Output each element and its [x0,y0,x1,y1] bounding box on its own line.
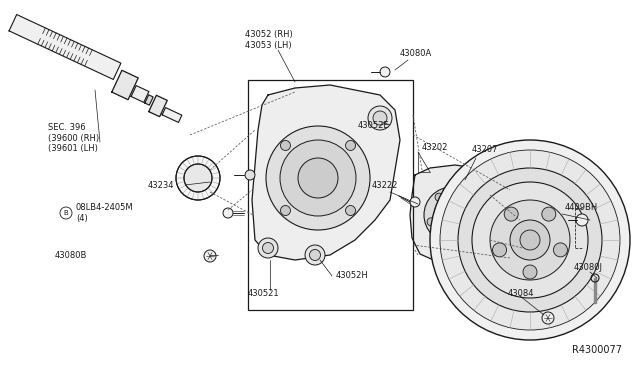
Text: 43052 (RH)
43053 (LH): 43052 (RH) 43053 (LH) [245,30,292,50]
Polygon shape [162,108,182,122]
Text: R4300077: R4300077 [572,345,622,355]
Circle shape [298,158,338,198]
Circle shape [223,208,233,218]
Bar [248,80,413,310]
Circle shape [472,182,588,298]
Text: 43202: 43202 [422,144,449,153]
Circle shape [280,141,291,150]
Circle shape [245,170,255,180]
Circle shape [262,243,273,253]
Text: 43052H: 43052H [336,272,369,280]
Circle shape [410,197,420,207]
Text: 43080A: 43080A [400,49,432,58]
Circle shape [434,197,470,233]
Polygon shape [145,95,153,105]
Text: B: B [63,210,68,216]
Text: 43080B: 43080B [55,250,88,260]
Circle shape [258,238,278,258]
Text: 08LB4-2405M
(4): 08LB4-2405M (4) [76,203,134,223]
Text: 43234: 43234 [148,182,175,190]
Circle shape [523,265,537,279]
Text: 43084: 43084 [508,289,534,298]
Polygon shape [9,15,121,80]
Circle shape [266,126,370,230]
Circle shape [435,193,443,201]
Circle shape [184,164,212,192]
Circle shape [368,106,392,130]
Text: 43222: 43222 [372,182,398,190]
Circle shape [542,207,556,221]
Circle shape [504,207,518,221]
Circle shape [444,207,460,223]
Circle shape [346,205,356,215]
Circle shape [542,312,554,324]
Polygon shape [252,85,400,260]
Circle shape [458,168,602,312]
Circle shape [448,233,456,241]
Circle shape [380,67,390,77]
Circle shape [490,200,570,280]
Circle shape [373,111,387,125]
Circle shape [576,214,588,226]
Circle shape [510,220,550,260]
Circle shape [520,230,540,250]
Circle shape [469,218,477,226]
Circle shape [427,218,435,226]
Text: 43052E: 43052E [358,122,390,131]
Circle shape [204,250,216,262]
Circle shape [305,245,325,265]
Polygon shape [131,86,149,102]
Circle shape [461,193,469,201]
Circle shape [424,187,480,243]
Polygon shape [594,278,596,303]
Circle shape [176,156,220,200]
Polygon shape [410,165,492,264]
Circle shape [280,205,291,215]
Circle shape [346,141,356,150]
Circle shape [310,250,321,260]
Text: 4409BH: 4409BH [565,203,598,212]
Text: 43207: 43207 [472,145,499,154]
Circle shape [440,150,620,330]
Text: 43080J: 43080J [574,263,603,273]
Polygon shape [148,95,167,117]
Circle shape [430,140,630,340]
Text: 430521: 430521 [248,289,280,298]
Circle shape [554,243,568,257]
Circle shape [493,243,507,257]
Polygon shape [112,70,138,100]
Circle shape [280,140,356,216]
Text: SEC. 396
(39600 (RH)
(39601 (LH): SEC. 396 (39600 (RH) (39601 (LH) [48,123,99,153]
